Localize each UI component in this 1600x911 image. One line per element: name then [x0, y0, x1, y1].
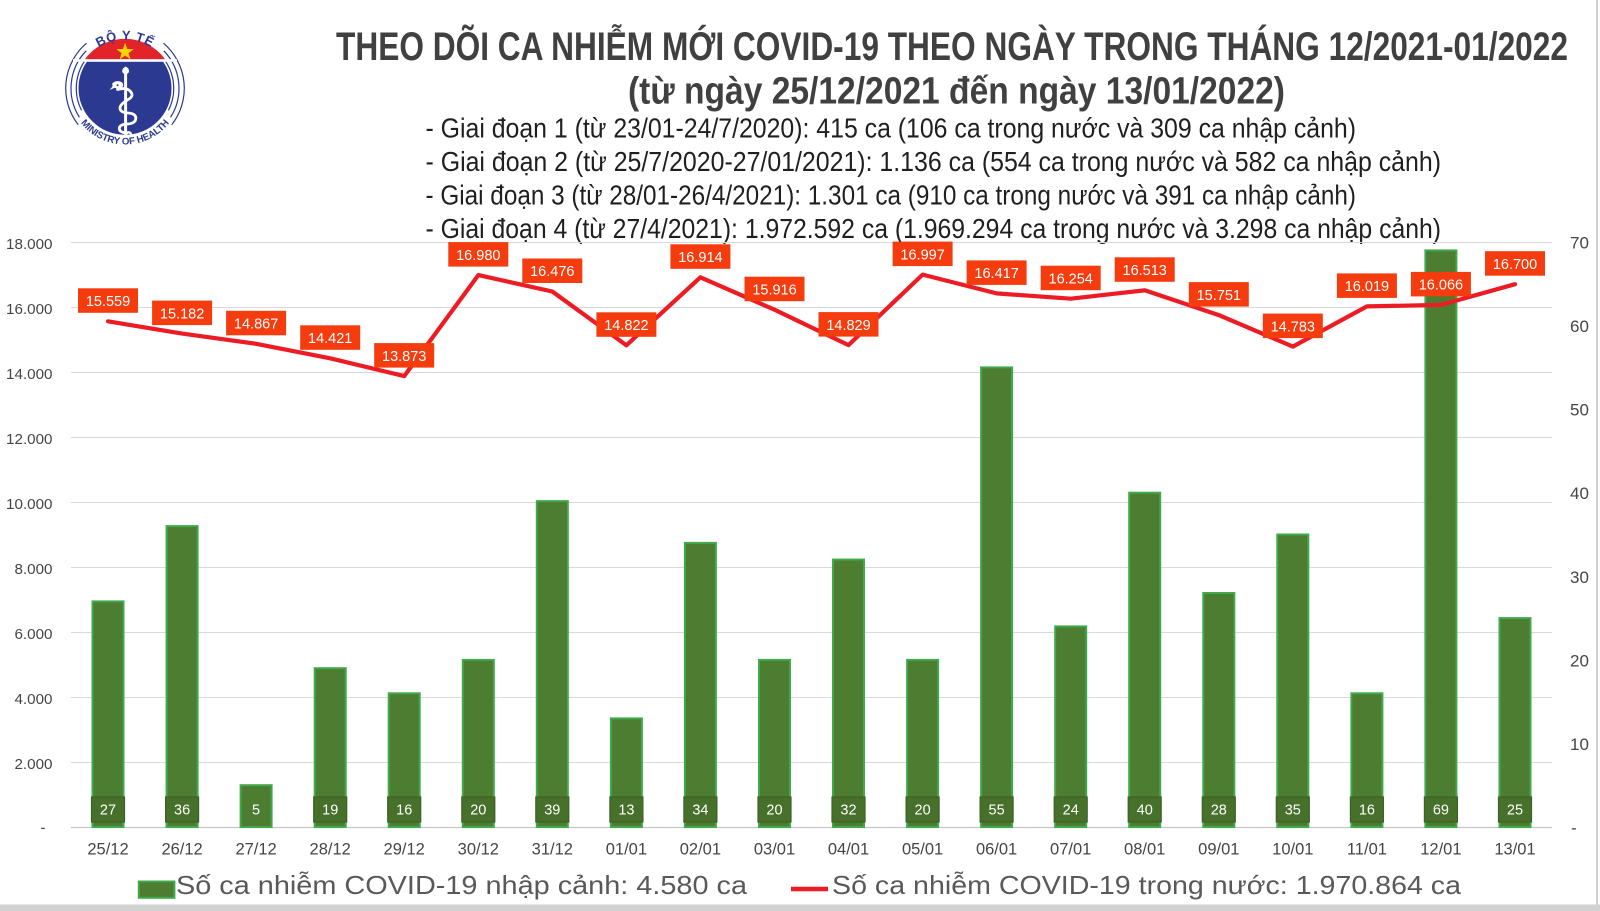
svg-text:16.700: 16.700 — [1493, 257, 1537, 273]
svg-text:05/01: 05/01 — [902, 841, 943, 859]
svg-text:70: 70 — [1570, 234, 1589, 253]
svg-text:16.997: 16.997 — [900, 247, 944, 263]
svg-text:12.000: 12.000 — [6, 431, 52, 448]
svg-text:6.000: 6.000 — [14, 626, 52, 643]
svg-text:13.873: 13.873 — [382, 349, 426, 365]
svg-text:24: 24 — [1063, 803, 1079, 819]
svg-text:19: 19 — [322, 803, 338, 819]
svg-text:55: 55 — [989, 803, 1005, 819]
svg-text:02/01: 02/01 — [680, 841, 721, 859]
svg-text:06/01: 06/01 — [976, 841, 1017, 859]
svg-text:20: 20 — [1570, 651, 1589, 670]
svg-text:16.000: 16.000 — [6, 301, 52, 318]
svg-text:04/01: 04/01 — [828, 841, 869, 859]
svg-text:40: 40 — [1137, 803, 1153, 819]
svg-text:16: 16 — [1359, 803, 1375, 819]
svg-text:-: - — [40, 820, 45, 837]
svg-text:11/01: 11/01 — [1347, 841, 1387, 859]
svg-text:14.000: 14.000 — [6, 366, 52, 383]
svg-text:14.822: 14.822 — [604, 318, 648, 334]
svg-text:16.417: 16.417 — [974, 266, 1018, 282]
svg-text:14.421: 14.421 — [308, 331, 352, 347]
svg-text:5: 5 — [252, 803, 260, 819]
svg-text:20: 20 — [766, 803, 782, 819]
svg-text:15.182: 15.182 — [160, 306, 204, 322]
svg-text:Số ca nhiễm COVID-19 trong nướ: Số ca nhiễm COVID-19 trong nước: 1.970.8… — [832, 870, 1462, 900]
svg-text:20: 20 — [470, 803, 486, 819]
svg-text:34: 34 — [692, 803, 708, 819]
svg-text:60: 60 — [1570, 317, 1589, 336]
svg-text:16: 16 — [396, 803, 412, 819]
svg-text:THEO DÕI CA NHIỄM MỚI COVID-19: THEO DÕI CA NHIỄM MỚI COVID-19 THEO NGÀY… — [336, 23, 1568, 69]
svg-text:-: - — [1571, 819, 1577, 838]
svg-text:- Giai đoạn 4 (từ 27/4/2021):: - Giai đoạn 4 (từ 27/4/2021): 1.972.592 … — [426, 213, 1442, 244]
svg-text:16.476: 16.476 — [530, 264, 574, 280]
svg-text:10/01: 10/01 — [1272, 841, 1313, 859]
svg-text:25/12: 25/12 — [87, 841, 128, 859]
svg-text:14.783: 14.783 — [1271, 319, 1315, 335]
svg-text:30/12: 30/12 — [458, 841, 499, 859]
svg-text:07/01: 07/01 — [1050, 841, 1091, 859]
svg-text:28: 28 — [1211, 803, 1227, 819]
svg-text:15.916: 15.916 — [752, 282, 796, 298]
svg-text:13: 13 — [618, 803, 634, 819]
svg-text:09/01: 09/01 — [1198, 841, 1239, 859]
svg-text:12/01: 12/01 — [1420, 841, 1461, 859]
svg-text:16.980: 16.980 — [456, 248, 500, 264]
svg-text:32: 32 — [840, 803, 856, 819]
svg-text:03/01: 03/01 — [754, 841, 795, 859]
svg-text:10.000: 10.000 — [6, 496, 52, 513]
svg-text:16.914: 16.914 — [678, 250, 722, 266]
svg-text:16.019: 16.019 — [1345, 279, 1389, 295]
svg-text:25: 25 — [1507, 803, 1523, 819]
svg-text:18.000: 18.000 — [6, 236, 52, 253]
svg-text:15.751: 15.751 — [1197, 288, 1241, 304]
svg-text:26/12: 26/12 — [161, 841, 202, 859]
svg-text:14.867: 14.867 — [234, 317, 278, 333]
svg-text:(từ ngày 25/12/2021 đến ngày 1: (từ ngày 25/12/2021 đến ngày 13/01/2022) — [628, 71, 1285, 113]
svg-text:01/01: 01/01 — [606, 841, 647, 859]
svg-text:35: 35 — [1285, 803, 1301, 819]
svg-text:- Giai đoạn 2 (từ 25/7/2020-27: - Giai đoạn 2 (từ 25/7/2020-27/01/2021):… — [426, 146, 1442, 177]
svg-text:29/12: 29/12 — [384, 841, 425, 859]
svg-text:27: 27 — [100, 803, 116, 819]
svg-text:36: 36 — [174, 803, 190, 819]
svg-text:- Giai đoạn 1 (từ 23/01-24/7/2: - Giai đoạn 1 (từ 23/01-24/7/2020): 415 … — [426, 112, 1357, 143]
svg-text:- Giai đoạn 3 (từ 28/01-26/4/2: - Giai đoạn 3 (từ 28/01-26/4/2021): 1.30… — [426, 179, 1357, 210]
svg-text:2.000: 2.000 — [14, 756, 52, 773]
svg-text:Số ca nhiễm COVID-19 nhập cảnh: Số ca nhiễm COVID-19 nhập cảnh: 4.580 ca — [176, 870, 748, 900]
svg-text:16.254: 16.254 — [1049, 271, 1093, 287]
svg-text:69: 69 — [1433, 803, 1449, 819]
svg-text:20: 20 — [915, 803, 931, 819]
svg-text:14.829: 14.829 — [826, 318, 870, 334]
svg-text:30: 30 — [1570, 568, 1589, 587]
svg-text:13/01: 13/01 — [1494, 841, 1535, 859]
svg-text:27/12: 27/12 — [235, 841, 276, 859]
svg-text:8.000: 8.000 — [14, 561, 52, 578]
svg-text:39: 39 — [544, 803, 560, 819]
svg-text:BỘ Y TẾ: BỘ Y TẾ — [93, 28, 157, 50]
svg-text:15.559: 15.559 — [86, 294, 130, 310]
svg-text:16.066: 16.066 — [1419, 278, 1463, 294]
svg-text:31/12: 31/12 — [532, 841, 573, 859]
svg-text:40: 40 — [1570, 484, 1589, 503]
svg-text:08/01: 08/01 — [1124, 841, 1165, 859]
svg-text:28/12: 28/12 — [310, 841, 351, 859]
svg-text:10: 10 — [1570, 735, 1589, 754]
svg-text:50: 50 — [1570, 401, 1589, 420]
svg-text:16.513: 16.513 — [1123, 263, 1167, 279]
svg-text:4.000: 4.000 — [14, 691, 52, 708]
